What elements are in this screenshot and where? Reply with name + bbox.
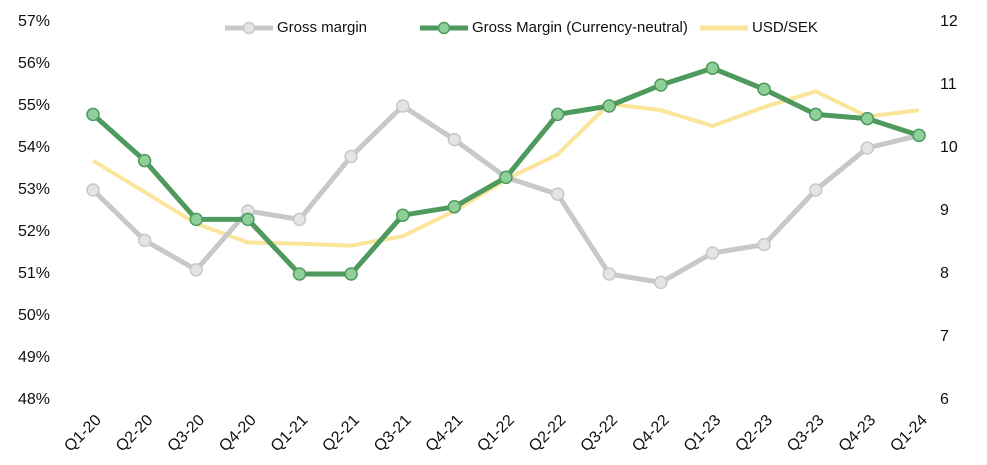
x-tick-label: Q1-22 [474, 412, 518, 456]
x-tick-label: Q1-23 [681, 412, 725, 456]
legend-label: Gross margin [277, 19, 367, 36]
series-marker [550, 107, 565, 122]
x-tick-label: Q2-21 [319, 412, 363, 456]
series-marker [602, 99, 616, 113]
y-tick-label: 48% [18, 391, 50, 408]
series-marker [809, 183, 823, 197]
series-marker [654, 275, 668, 290]
x-tick-label: Q4-20 [216, 412, 260, 456]
legend-marker [437, 21, 451, 35]
y-tick-label: 50% [18, 307, 50, 324]
series-marker [757, 237, 771, 252]
x-tick-label: Q3-23 [784, 412, 828, 456]
y-tick-label: 55% [18, 97, 50, 114]
x-tick-label: Q1-20 [61, 412, 105, 456]
y-tick-label: 57% [18, 13, 50, 30]
y2-tick-label: 12 [940, 13, 958, 30]
series-marker [344, 267, 358, 281]
series-marker [344, 149, 358, 164]
y2-tick-label: 9 [940, 202, 949, 219]
series-marker [396, 99, 410, 113]
series-marker [292, 212, 307, 227]
series-marker [499, 170, 513, 185]
y2-tick-label: 7 [940, 328, 949, 345]
series-marker [809, 107, 823, 122]
y2-tick-label: 10 [940, 139, 958, 156]
series-marker [550, 187, 565, 201]
legend-label: Gross Margin (Currency-neutral) [472, 19, 688, 36]
series-marker [241, 212, 255, 227]
series-marker [912, 128, 926, 143]
series-marker [447, 132, 462, 147]
series-marker [860, 141, 875, 155]
x-tick-label: Q4-22 [629, 412, 673, 456]
y2-tick-label: 8 [940, 265, 949, 282]
series-marker [86, 183, 100, 197]
series-marker [447, 200, 462, 214]
y2-tick-label: 11 [940, 76, 957, 93]
x-tick-label: Q2-23 [732, 412, 776, 456]
series-marker [860, 111, 875, 126]
x-tick-label: Q1-21 [268, 412, 312, 456]
series-marker [292, 267, 307, 281]
series-marker [705, 61, 720, 75]
y-tick-label: 56% [18, 55, 50, 72]
y-tick-label: 54% [18, 139, 50, 156]
series-marker [86, 107, 100, 122]
series-marker [137, 153, 152, 168]
y-tick-label: 52% [18, 223, 50, 240]
x-tick-label: Q1-24 [887, 412, 931, 456]
x-tick-label: Q3-22 [578, 412, 622, 456]
series-marker [189, 263, 203, 277]
legend-marker [242, 21, 256, 35]
series-line [91, 103, 920, 285]
series-marker [137, 233, 152, 248]
y2-tick-label: 6 [940, 391, 949, 408]
series-marker [396, 208, 410, 222]
y-tick-label: 53% [18, 181, 50, 198]
series-marker [189, 212, 203, 227]
series-marker [654, 78, 668, 92]
x-tick-label: Q2-22 [526, 412, 570, 456]
series-marker [757, 82, 771, 96]
series-line [91, 89, 920, 248]
y-tick-label: 49% [18, 349, 50, 366]
series-marker [602, 267, 616, 281]
x-tick-label: Q4-21 [423, 412, 467, 456]
x-tick-label: Q3-21 [371, 412, 415, 456]
x-tick-label: Q3-20 [165, 412, 209, 456]
legend-label: USD/SEK [752, 19, 818, 36]
x-tick-label: Q2-20 [113, 412, 157, 456]
x-tick-label: Q4-23 [836, 412, 880, 456]
series-marker [705, 246, 720, 260]
y-tick-label: 51% [18, 265, 50, 282]
